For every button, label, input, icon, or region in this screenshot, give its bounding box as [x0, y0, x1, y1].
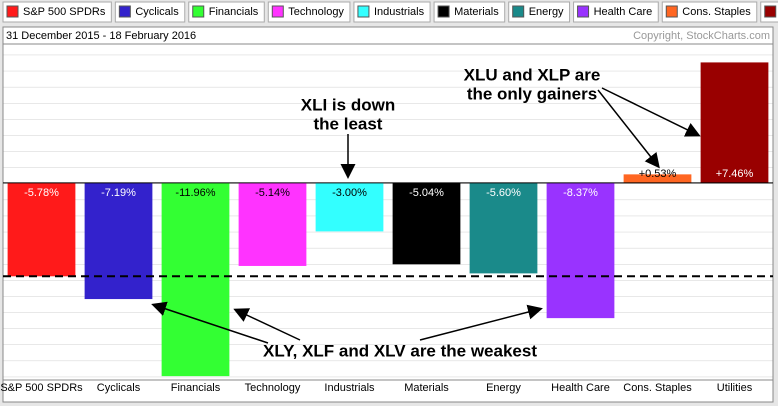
legend-item: [188, 1, 265, 23]
legend-swatch: [764, 5, 777, 18]
legend-item: [661, 1, 758, 23]
value-label: -8.37%: [563, 187, 598, 199]
x-tick-label: Industrials: [324, 382, 375, 394]
legend-swatch: [6, 5, 19, 18]
bar: [84, 182, 153, 300]
annotation: the least: [314, 114, 383, 133]
annotation: XLU and XLP are: [464, 65, 601, 84]
bar: [161, 182, 230, 377]
arrows: [151, 87, 701, 344]
value-label: -7.19%: [101, 187, 136, 199]
annotation: XLY, XLF and XLV are the weakest: [263, 341, 537, 360]
bar: [469, 182, 538, 274]
value-label: -5.60%: [486, 187, 521, 199]
x-tick-label: Cyclicals: [97, 382, 141, 394]
legend-swatch: [437, 5, 450, 18]
x-tick-label: S&P 500 SPDRs: [0, 382, 83, 394]
legend-item: [433, 1, 506, 23]
legend-swatch: [357, 5, 370, 18]
value-label: -3.00%: [332, 187, 367, 199]
bar: [700, 62, 769, 183]
legend-label: Cyclicals: [135, 6, 179, 18]
bar: [238, 182, 307, 266]
bar: [7, 182, 76, 277]
value-label: -11.96%: [175, 187, 215, 199]
annotation: XLI is down: [301, 95, 395, 114]
value-label: -5.14%: [255, 187, 290, 199]
x-tick-label: Health Care: [551, 382, 610, 394]
legend-label: Materials: [454, 6, 499, 18]
legend-label: Health Care: [594, 6, 653, 18]
value-label: +7.46%: [716, 168, 754, 180]
value-label: -5.04%: [409, 187, 444, 199]
value-label: +0.53%: [639, 168, 677, 180]
legend-item: [114, 1, 186, 23]
x-tick-label: Financials: [171, 382, 221, 394]
legend-item: [267, 1, 351, 23]
legend-item: [2, 1, 112, 23]
legend-item: [573, 1, 659, 23]
legend-item: [353, 1, 431, 23]
legend-swatch: [577, 5, 590, 18]
bar: [623, 174, 692, 183]
legend-label: Energy: [529, 6, 564, 18]
value-label: -5.78%: [24, 187, 59, 199]
x-tick-label: Materials: [404, 382, 449, 394]
legend-swatch: [118, 5, 131, 18]
legend-swatch: [271, 5, 284, 18]
x-tick-label: Utilities: [717, 382, 753, 394]
legend-label: Cons. Staples: [682, 6, 751, 18]
legend-swatch: [665, 5, 678, 18]
legend: S&P 500 SPDRs Cyclicals Financials Technolo…: [2, 1, 778, 23]
bar: [315, 182, 384, 232]
annotation: the only gainers: [467, 84, 597, 103]
legend-label: Technology: [288, 6, 344, 18]
x-tick-label: Energy: [486, 382, 521, 394]
bar: [392, 182, 461, 265]
legend-label: S&P 500 SPDRs: [23, 6, 106, 18]
x-tick-label: Technology: [245, 382, 301, 394]
legend-swatch: [512, 5, 525, 18]
bar: [546, 182, 615, 319]
legend-label: Financials: [209, 6, 259, 18]
legend-label: Industrials: [374, 6, 425, 18]
subtitle: 31 December 2015 - 18 February 2016: [6, 30, 196, 42]
x-tick-label: Cons. Staples: [623, 382, 692, 394]
credit: Copyright, StockCharts.com: [633, 30, 770, 42]
legend-swatch: [192, 5, 205, 18]
